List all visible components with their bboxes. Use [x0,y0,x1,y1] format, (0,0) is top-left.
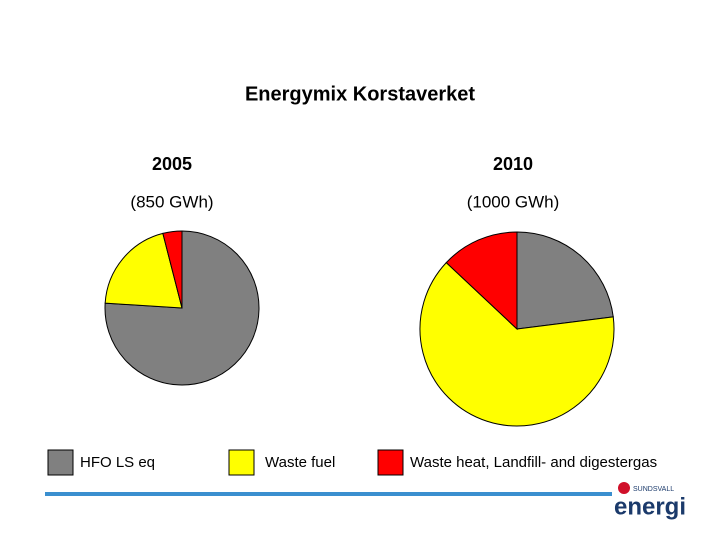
chart-title: Energymix Korstaverket [245,83,475,105]
pie-title: 2005 [152,154,192,174]
pie-slice [104,232,183,309]
logo: SUNDSVALL energi [614,482,686,520]
logo-icon [618,482,630,494]
pie-title: 2010 [493,154,533,174]
pie-slice [162,230,183,309]
pie-slice [516,231,614,330]
legend-swatch [228,449,255,476]
legend-label: Waste heat, Landfill- and digestergas [410,454,657,471]
pie-slice [419,261,615,427]
legend-label: Waste fuel [265,454,335,471]
legend-label: HFO LS eq [80,454,155,471]
logo-name: energi [614,493,686,520]
logo-top: SUNDSVALL [633,486,674,493]
pie-slice [445,231,518,331]
legend-swatch [47,449,74,476]
pie-subtitle: (850 GWh) [130,192,213,211]
pie-subtitle: (1000 GWh) [467,192,560,211]
legend-swatch [377,449,404,476]
